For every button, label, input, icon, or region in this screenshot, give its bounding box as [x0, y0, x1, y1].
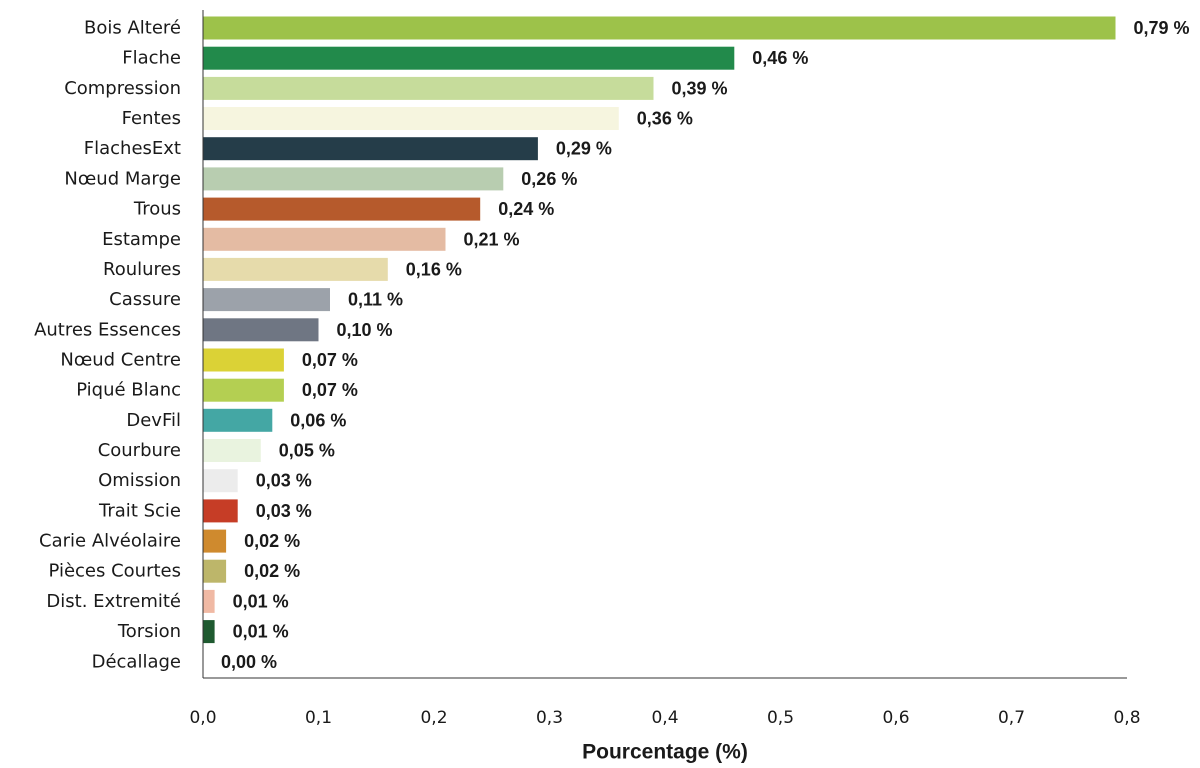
category-label: Cassure	[109, 289, 181, 310]
x-tick-label: 0,5	[767, 708, 794, 728]
value-label: 0,16 %	[406, 259, 462, 279]
x-axis-title: Pourcentage (%)	[582, 741, 748, 764]
bar	[203, 46, 735, 70]
x-tick-labels: 0,0 0,1 0,2 0,3 0,4 0,5 0,6 0,7 0,8	[189, 708, 1140, 728]
category-label: Compression	[64, 78, 181, 99]
bar	[203, 137, 538, 161]
value-labels: 0,79 % 0,46 % 0,39 % 0,36 % 0,29 % 0,26 % 0,24…	[221, 18, 1190, 672]
category-label: Carie Alvéolaire	[39, 531, 181, 552]
x-tick-label: 0,8	[1113, 708, 1140, 728]
value-label: 0,26 %	[521, 169, 577, 189]
category-label: DevFil	[126, 410, 181, 431]
bar	[203, 167, 504, 191]
x-tick-label: 0,2	[420, 708, 447, 728]
category-label: Fentes	[122, 108, 181, 129]
category-label: Estampe	[102, 229, 181, 250]
category-label: FlachesExt	[84, 138, 181, 159]
bar	[203, 76, 654, 100]
bar	[203, 288, 330, 312]
bar	[203, 469, 238, 493]
category-label: Décallage	[92, 651, 181, 672]
value-label: 0,03 %	[256, 501, 312, 521]
category-label: Trous	[133, 199, 181, 220]
bar	[203, 257, 388, 281]
value-label: 0,07 %	[302, 380, 358, 400]
bar	[203, 378, 284, 402]
x-tick-label: 0,1	[305, 708, 332, 728]
bar	[203, 348, 284, 372]
value-label: 0,00 %	[221, 652, 277, 672]
x-tick-label: 0,3	[536, 708, 563, 728]
value-label: 0,36 %	[637, 109, 693, 129]
value-label: 0,24 %	[498, 199, 554, 219]
value-label: 0,10 %	[337, 320, 393, 340]
bar	[203, 559, 227, 583]
category-label: Flache	[122, 48, 181, 69]
value-label: 0,02 %	[244, 531, 300, 551]
category-label: Omission	[98, 470, 181, 491]
bar	[203, 408, 273, 432]
value-label: 0,06 %	[290, 410, 346, 430]
bar	[203, 227, 446, 251]
category-label: Nœud Centre	[60, 349, 181, 370]
category-label: Pièces Courtes	[48, 561, 181, 582]
value-label: 0,03 %	[256, 471, 312, 491]
bar	[203, 620, 215, 644]
bar	[203, 197, 481, 221]
value-label: 0,39 %	[672, 78, 728, 98]
category-label: Roulures	[103, 259, 181, 280]
bar	[203, 499, 238, 523]
category-label: Bois Alteré	[84, 18, 181, 39]
bar	[203, 107, 619, 130]
value-label: 0,29 %	[556, 139, 612, 159]
bar	[203, 16, 1116, 40]
category-label: Courbure	[98, 440, 181, 461]
category-labels: Bois Alteré Flache Compression Fentes Flache…	[34, 18, 181, 673]
x-tick-label: 0,7	[998, 708, 1025, 728]
category-label: Nœud Marge	[64, 168, 181, 189]
category-label: Dist. Extremité	[46, 591, 181, 612]
value-label: 0,05 %	[279, 441, 335, 461]
category-label: Piqué Blanc	[76, 380, 181, 401]
value-label: 0,21 %	[464, 229, 520, 249]
category-label: Autres Essences	[34, 319, 181, 340]
bar	[203, 318, 319, 342]
x-tick-label: 0,0	[189, 708, 216, 728]
bar	[203, 529, 227, 553]
value-label: 0,02 %	[244, 561, 300, 581]
x-tick-label: 0,4	[651, 708, 678, 728]
value-label: 0,01 %	[233, 622, 289, 642]
x-tick-label: 0,6	[882, 708, 909, 728]
value-label: 0,07 %	[302, 350, 358, 370]
value-label: 0,79 %	[1134, 18, 1190, 38]
value-label: 0,01 %	[233, 591, 289, 611]
bar	[203, 589, 215, 613]
value-label: 0,11 %	[348, 290, 403, 310]
category-label: Trait Scie	[98, 500, 181, 521]
bar	[203, 439, 261, 462]
category-label: Torsion	[117, 621, 181, 642]
value-label: 0,46 %	[752, 48, 808, 68]
bars-layer	[203, 16, 1116, 644]
